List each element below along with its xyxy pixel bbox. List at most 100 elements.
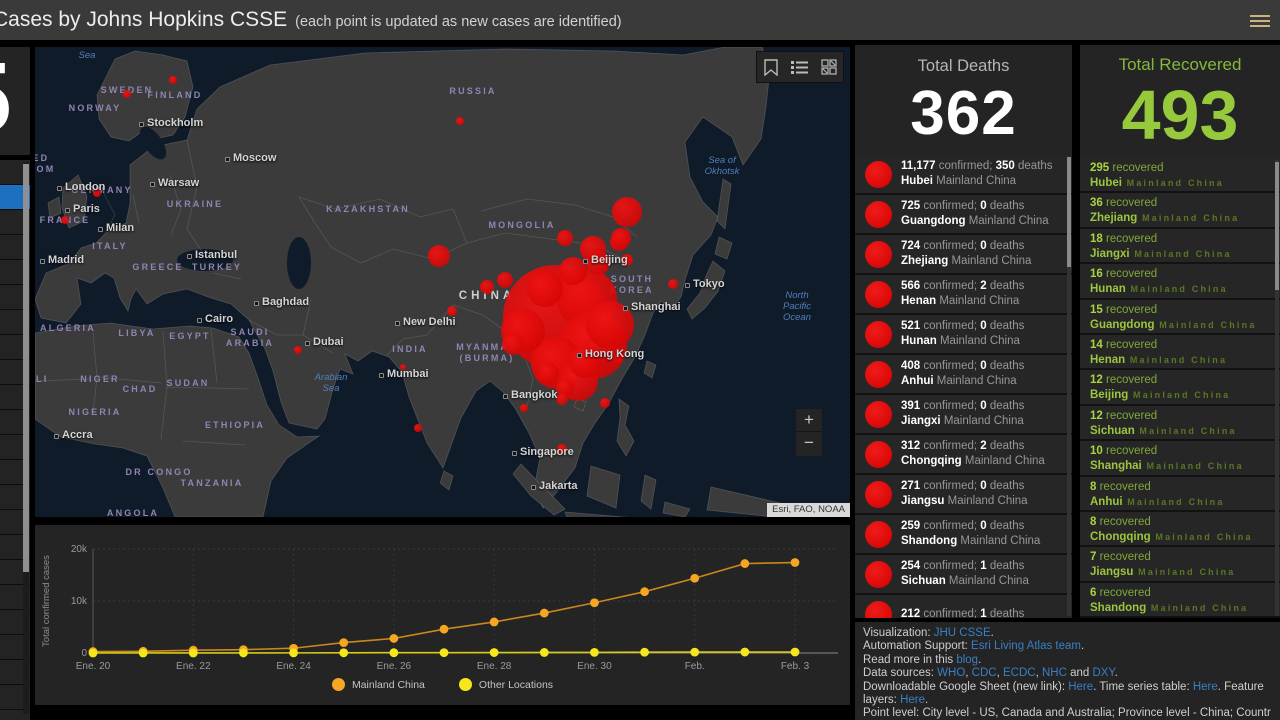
case-cluster-circle[interactable] — [569, 346, 601, 378]
recovered-list-item[interactable]: 10 recovered Shanghai Mainland China — [1080, 441, 1280, 477]
chart-data-point[interactable] — [790, 558, 800, 567]
case-cluster-circle[interactable] — [93, 189, 101, 197]
basemap-grid-icon[interactable] — [820, 59, 837, 75]
chart-data-point[interactable] — [389, 648, 399, 658]
case-cluster-circle[interactable] — [123, 90, 131, 98]
chart-data-point[interactable] — [740, 559, 750, 568]
case-cluster-circle[interactable] — [520, 404, 528, 412]
chart-data-point[interactable] — [539, 608, 549, 618]
case-cluster-circle[interactable] — [600, 398, 610, 408]
deaths-scrollbar[interactable] — [1067, 157, 1071, 616]
deaths-scrollbar-thumb[interactable] — [1067, 157, 1071, 267]
chart-data-point[interactable] — [239, 648, 248, 658]
case-cluster-circle[interactable] — [61, 216, 69, 224]
case-cluster-circle[interactable] — [556, 393, 568, 405]
case-cluster-circle[interactable] — [580, 236, 606, 262]
chart-data-point[interactable] — [339, 648, 349, 658]
recovered-list-item[interactable]: 8 recovered Anhui Mainland China — [1080, 476, 1280, 512]
case-cluster-circle[interactable] — [611, 228, 631, 248]
chart-data-point[interactable] — [289, 648, 298, 658]
case-cluster-circle[interactable] — [557, 230, 573, 246]
chart-data-point[interactable] — [590, 598, 599, 608]
case-cluster-circle[interactable] — [537, 362, 559, 384]
chart-data-point[interactable] — [690, 573, 700, 583]
chart-data-point[interactable] — [138, 648, 148, 658]
chart-data-point[interactable] — [489, 617, 499, 627]
chart-data-point[interactable] — [389, 634, 399, 643]
chart-data-point[interactable] — [790, 647, 800, 657]
case-cluster-circle[interactable] — [456, 117, 464, 125]
case-cluster-circle[interactable] — [428, 245, 450, 267]
chart-data-point[interactable] — [640, 647, 649, 657]
death-list-item[interactable]: 725 confirmed; 0 deaths Guangdong Mainlan… — [855, 195, 1072, 235]
death-list-item[interactable]: 312 confirmed; 2 deaths Chongqing Mainlan… — [855, 435, 1072, 475]
chart-data-point[interactable] — [740, 647, 750, 657]
chart-data-point[interactable] — [439, 624, 449, 634]
death-list-item[interactable]: 566 confirmed; 2 deaths Henan Mainland Ch… — [855, 275, 1072, 315]
chart-data-point[interactable] — [489, 648, 499, 657]
legend-list-icon[interactable] — [790, 60, 808, 75]
death-list-item[interactable]: 259 confirmed; 0 deaths Shandong Mainland… — [855, 515, 1072, 555]
info-link[interactable]: CDC — [971, 667, 997, 680]
case-cluster-circle[interactable] — [169, 76, 177, 84]
case-cluster-circle[interactable] — [612, 197, 642, 227]
info-link[interactable]: Here — [1068, 680, 1094, 693]
info-link[interactable]: ECDC — [1002, 667, 1036, 680]
death-list-item[interactable]: 271 confirmed; 0 deaths Jiangsu Mainland … — [855, 475, 1072, 515]
chart-data-point[interactable] — [640, 587, 649, 597]
recovered-list-item[interactable]: 12 recovered Sichuan Mainland China — [1080, 405, 1280, 442]
case-cluster-circle[interactable] — [294, 346, 302, 354]
case-cluster-circle[interactable] — [447, 306, 457, 316]
info-link[interactable]: NHC — [1041, 667, 1067, 680]
recovered-list-item[interactable]: 14 recovered Henan Mainland China — [1080, 334, 1280, 371]
death-list-item[interactable]: 724 confirmed; 0 deaths Zhejiang Mainland… — [855, 235, 1072, 275]
map[interactable]: SeaSWEDENFINLANDNORWAYRUSSIATED GDOMGERM… — [35, 47, 850, 517]
chart-data-point[interactable] — [88, 648, 98, 658]
death-list-item[interactable]: 391 confirmed; 0 deaths Jiangxi Mainland … — [855, 395, 1072, 435]
recovered-list-item[interactable]: 15 recovered Guangdong Mainland China — [1080, 299, 1280, 335]
case-cluster-circle[interactable] — [614, 353, 624, 363]
info-link[interactable]: WHO — [937, 667, 966, 680]
case-cluster-circle[interactable] — [502, 333, 524, 355]
info-link[interactable]: JHU CSSE — [933, 627, 991, 639]
death-list-item[interactable]: 212 confirmed; 1 deaths — [855, 595, 1072, 618]
case-cluster-circle[interactable] — [557, 444, 567, 454]
chart-data-point[interactable] — [539, 648, 549, 657]
left-scrollbar-thumb[interactable] — [23, 164, 29, 572]
case-cluster-circle[interactable] — [559, 257, 587, 285]
recovered-list-item[interactable]: 12 recovered Beijing Mainland China — [1080, 370, 1280, 406]
case-cluster-circle[interactable] — [414, 424, 422, 432]
chart-data-point[interactable] — [690, 647, 700, 657]
case-cluster-circle[interactable] — [668, 279, 678, 289]
case-cluster-circle[interactable] — [527, 271, 563, 307]
recovered-scrollbar[interactable] — [1275, 160, 1279, 616]
info-link[interactable]: DXY — [1092, 667, 1115, 680]
case-cluster-circle[interactable] — [621, 254, 633, 266]
info-link[interactable]: Here — [900, 694, 926, 707]
case-cluster-circle[interactable] — [497, 272, 513, 288]
chart-data-point[interactable] — [590, 647, 599, 657]
bookmark-icon[interactable] — [763, 58, 778, 76]
case-cluster-circle[interactable] — [400, 364, 406, 370]
chart-data-point[interactable] — [339, 638, 349, 647]
info-link[interactable]: blog — [956, 653, 979, 666]
death-list-item[interactable]: 408 confirmed; 0 deaths Anhui Mainland Ch… — [855, 355, 1072, 395]
death-list-item[interactable]: 521 confirmed; 0 deaths Hunan Mainland Ch… — [855, 315, 1072, 355]
recovered-list-item[interactable]: 18 recovered Jiangxi Mainland China — [1080, 228, 1280, 265]
chart-data-point[interactable] — [439, 648, 449, 658]
death-list-item[interactable]: 11,177 confirmed; 350 deaths Hubei Mainla… — [855, 155, 1072, 195]
hamburger-menu-icon[interactable] — [1250, 12, 1270, 28]
chart-data-point[interactable] — [188, 648, 198, 658]
recovered-list-item[interactable]: 16 recovered Hunan Mainland China — [1080, 264, 1280, 300]
recovered-list-item[interactable]: 6 recovered Shandong Mainland China — [1080, 582, 1280, 618]
left-scrollbar[interactable] — [23, 162, 29, 714]
recovered-list-item[interactable]: 8 recovered Chongqing Mainland China — [1080, 511, 1280, 548]
case-cluster-circle[interactable] — [556, 379, 574, 397]
case-cluster-circle[interactable] — [480, 280, 494, 294]
zoom-out-button[interactable]: − — [804, 433, 814, 452]
info-link[interactable]: Here — [1192, 680, 1218, 693]
recovered-list-item[interactable]: 7 recovered Jiangsu Mainland China — [1080, 547, 1280, 583]
recovered-list-item[interactable]: 36 recovered Zhejiang Mainland China — [1080, 193, 1280, 229]
info-link[interactable]: Esri Living Atlas team — [971, 640, 1081, 653]
zoom-in-button[interactable]: + — [796, 409, 822, 432]
